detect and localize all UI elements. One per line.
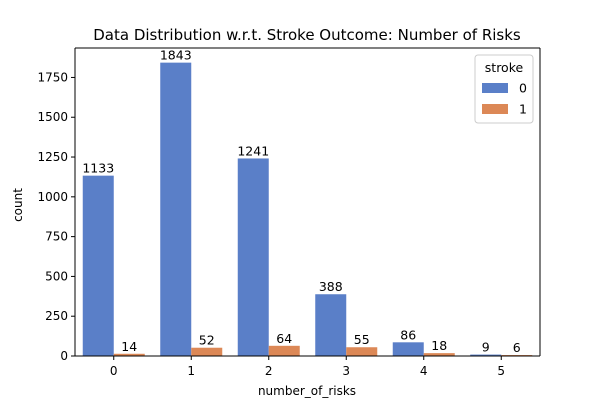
y-tick-label: 250 (45, 309, 68, 323)
x-axis-label: number_of_risks (258, 384, 356, 398)
bar-stroke-1-risks-3 (346, 347, 378, 356)
x-tick-label: 4 (420, 364, 428, 378)
bar-stroke-0-risks-5 (470, 354, 502, 356)
y-tick-label: 1500 (37, 110, 68, 124)
data-label-stroke-1-risks-5: 6 (513, 340, 521, 355)
x-tick-label: 1 (187, 364, 195, 378)
y-tick-label: 1000 (37, 190, 68, 204)
chart-title: Data Distribution w.r.t. Stroke Outcome:… (93, 26, 521, 44)
data-label-stroke-0-risks-2: 1241 (237, 143, 269, 158)
bar-stroke-1-risks-1 (191, 347, 223, 356)
legend-swatch-stroke-0 (482, 83, 508, 93)
data-label-stroke-1-risks-4: 18 (431, 338, 447, 353)
data-label-stroke-0-risks-3: 388 (319, 279, 343, 294)
x-tick-label: 3 (342, 364, 350, 378)
legend-swatch-stroke-1 (482, 104, 508, 114)
bar-stroke-0-risks-1 (160, 62, 192, 357)
bar-stroke-1-risks-2 (268, 345, 300, 356)
bar-stroke-1-risks-0 (113, 353, 145, 356)
bar-stroke-0-risks-4 (392, 342, 424, 356)
y-tick-label: 0 (60, 349, 68, 363)
y-tick-label: 1750 (37, 70, 68, 84)
data-label-stroke-1-risks-1: 52 (199, 333, 215, 348)
data-label-stroke-1-risks-3: 55 (354, 332, 370, 347)
y-tick-label: 1250 (37, 150, 68, 164)
bar-stroke-0-risks-2 (237, 158, 269, 356)
bar-stroke-0-risks-3 (315, 294, 347, 356)
legend: stroke 0 1 (474, 54, 534, 124)
y-tick-label: 750 (45, 230, 68, 244)
bar-stroke-0-risks-0 (82, 175, 114, 356)
legend-title: stroke (485, 60, 524, 75)
y-axis-label: count (11, 188, 25, 222)
data-label-stroke-1-risks-2: 64 (276, 331, 292, 346)
data-label-stroke-0-risks-0: 1133 (82, 161, 114, 176)
data-label-stroke-1-risks-0: 14 (121, 339, 137, 354)
x-tick-label: 2 (265, 364, 273, 378)
legend-label-stroke-1: 1 (519, 102, 527, 117)
x-tick-label: 0 (110, 364, 118, 378)
x-tick-label: 5 (497, 364, 505, 378)
bar-stroke-1-risks-4 (423, 353, 455, 356)
data-label-stroke-0-risks-4: 86 (400, 327, 416, 342)
y-tick-label: 500 (45, 269, 68, 283)
legend-label-stroke-0: 0 (519, 81, 527, 96)
data-label-stroke-0-risks-5: 9 (482, 340, 490, 355)
data-label-stroke-0-risks-1: 1843 (160, 48, 192, 63)
